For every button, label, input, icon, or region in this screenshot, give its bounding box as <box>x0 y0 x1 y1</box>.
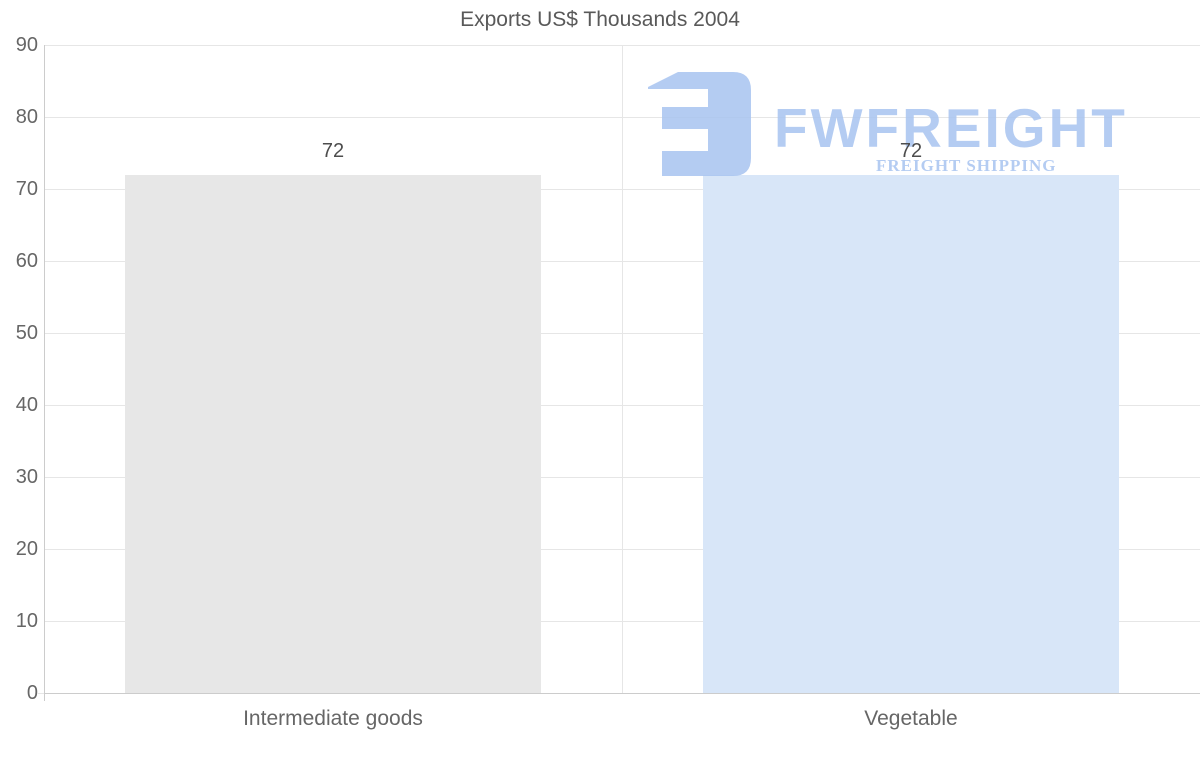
bar-value-label: 72 <box>321 139 345 162</box>
chart-title: Exports US$ Thousands 2004 <box>460 8 740 31</box>
y-axis-tick-label: 90 <box>15 34 38 56</box>
watermark-logo: FWFREIGHT FREIGHT SHIPPING <box>648 72 1168 187</box>
x-axis-zero-tick <box>38 693 44 694</box>
bar-value-label: 72 <box>899 139 923 162</box>
watermark-tagline-text: FREIGHT SHIPPING <box>876 156 1057 175</box>
y-axis-tick-label: 50 <box>15 322 38 344</box>
y-axis-tick-label: 70 <box>15 178 38 200</box>
bar-vegetable <box>703 174 1119 693</box>
fwfreight-logo-icon <box>648 72 751 176</box>
y-axis-tick-label: 40 <box>15 394 38 416</box>
x-axis-category-label: Intermediate goods <box>243 707 423 730</box>
y-axis-tick-label: 60 <box>15 250 38 272</box>
watermark-brand-text: FWFREIGHT <box>774 97 1128 159</box>
y-axis-tick-label: 0 <box>26 682 38 704</box>
y-axis-tick-label: 30 <box>15 466 38 488</box>
y-axis-tick-label: 20 <box>15 538 38 560</box>
x-axis-category-label: Vegetable <box>864 707 958 730</box>
y-axis-tick-label: 80 <box>15 106 38 128</box>
y-axis-tick-label: 10 <box>15 610 38 632</box>
x-gridline <box>622 45 623 693</box>
bar-intermediate-goods <box>125 174 541 693</box>
y-axis-line <box>44 45 45 701</box>
x-axis-line <box>44 693 1200 694</box>
